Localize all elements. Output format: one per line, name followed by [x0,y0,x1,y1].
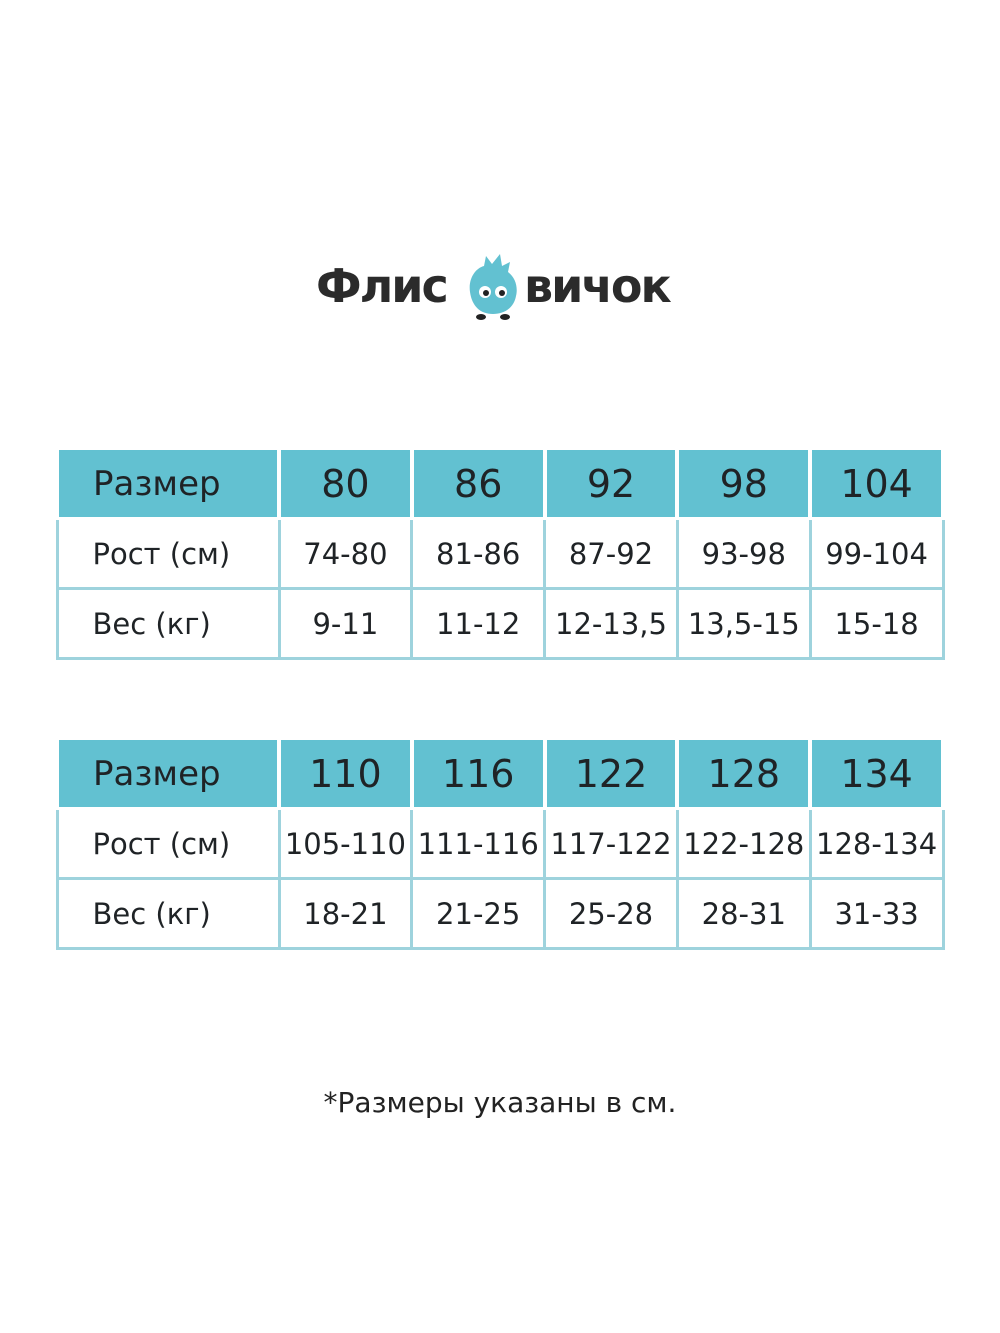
value-cell: 25-28 [543,877,679,950]
value-cell: 28-31 [675,877,812,950]
table-header-row: Размер 110 116 122 128 134 [55,740,945,810]
size-cell: 128 [675,740,813,810]
value-cell: 111-116 [410,807,547,880]
size-cell: 80 [277,450,414,520]
row-label: Рост (см) [55,807,281,880]
value-cell: 105-110 [277,807,414,880]
value-cell: 21-25 [410,877,547,950]
table-row-weight: Вес (кг) 9-11 11-12 12-13,5 13,5-15 15-1… [55,587,945,660]
size-cell: 86 [409,450,547,520]
value-cell: 74-80 [277,517,414,590]
size-cell: 116 [409,740,547,810]
table-row-height: Рост (см) 105-110 111-116 117-122 122-12… [55,807,945,880]
size-table-2: Размер 110 116 122 128 134 Рост (см) 105… [55,740,945,950]
row-label: Вес (кг) [55,877,281,950]
value-cell: 122-128 [675,807,812,880]
size-cell: 110 [277,740,414,810]
logo-text-right: вичок [524,259,672,313]
value-cell: 18-21 [277,877,414,950]
value-cell: 9-11 [277,587,414,660]
value-cell: 87-92 [543,517,679,590]
value-cell: 117-122 [543,807,679,880]
table-header-row: Размер 80 86 92 98 104 [55,450,945,520]
size-cell: 98 [675,450,813,520]
value-cell: 13,5-15 [675,587,812,660]
value-cell: 15-18 [808,587,945,660]
table-row-weight: Вес (кг) 18-21 21-25 25-28 28-31 31-33 [55,877,945,950]
value-cell: 81-86 [410,517,547,590]
header-label: Размер [55,450,281,520]
table-row-height: Рост (см) 74-80 81-86 87-92 93-98 99-104 [55,517,945,590]
size-cell: 104 [808,450,945,520]
header-label: Размер [55,740,281,810]
value-cell: 99-104 [808,517,945,590]
size-cell: 134 [808,740,945,810]
brand-logo: Флис вичок [316,252,686,322]
footnote: *Размеры указаны в см. [323,1086,677,1119]
row-label: Вес (кг) [55,587,281,660]
size-cell: 122 [542,740,680,810]
size-cell: 92 [542,450,680,520]
logo-text-left: Флис [316,259,449,313]
row-label: Рост (см) [55,517,281,590]
value-cell: 128-134 [808,807,945,880]
mascot-icon [469,254,517,320]
value-cell: 31-33 [808,877,945,950]
value-cell: 93-98 [675,517,812,590]
value-cell: 12-13,5 [543,587,679,660]
value-cell: 11-12 [410,587,547,660]
size-table-1: Размер 80 86 92 98 104 Рост (см) 74-80 8… [55,450,945,660]
